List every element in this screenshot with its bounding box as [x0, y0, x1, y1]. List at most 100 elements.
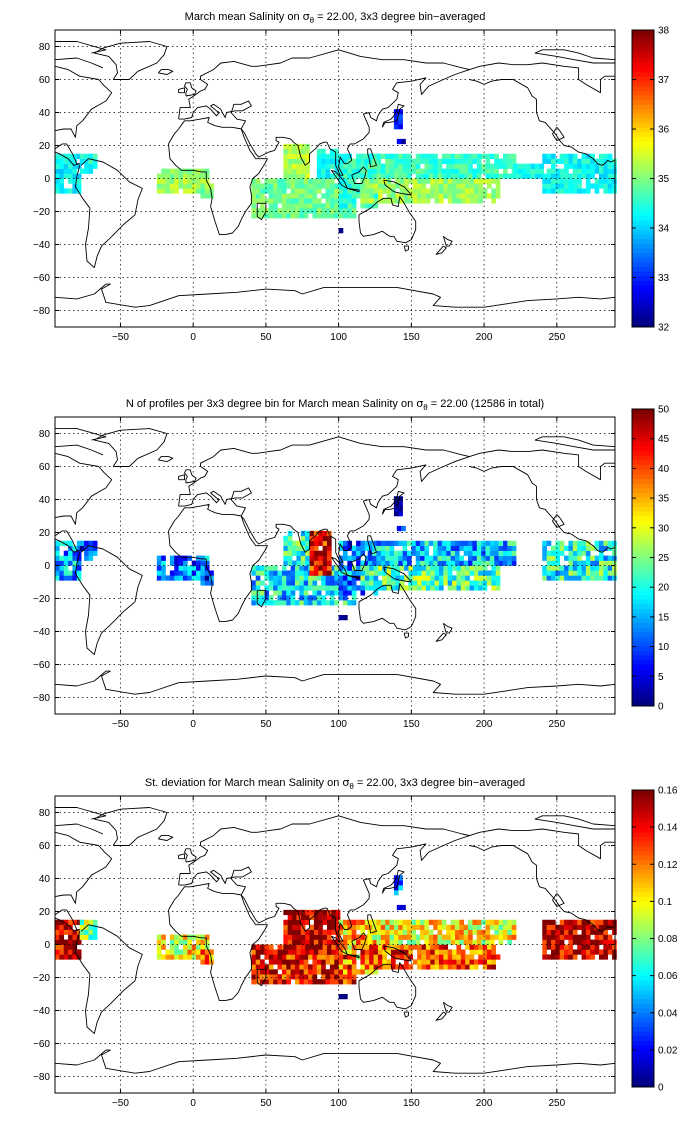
coastline — [184, 82, 197, 97]
y-tick-label: 60 — [39, 75, 51, 86]
bin-cell — [498, 540, 504, 546]
bin-cell — [156, 934, 162, 940]
bin-cell — [290, 969, 296, 975]
coastline — [552, 127, 565, 142]
colorbar-step — [632, 799, 654, 805]
bin-cell — [555, 939, 561, 945]
bin-cell — [338, 595, 344, 601]
bin-cell — [204, 188, 210, 194]
bin-cell — [478, 198, 483, 204]
bin-cell — [169, 575, 175, 581]
bin-cell — [318, 939, 323, 945]
bin-cell — [268, 193, 274, 199]
colorbar-tick-label: 40 — [658, 464, 670, 475]
bin-cell — [463, 929, 469, 935]
coastlines — [54, 41, 616, 308]
bin-cell — [404, 198, 409, 204]
bin-cell — [316, 168, 322, 174]
bin-cell — [351, 208, 357, 214]
bin-cell — [283, 545, 289, 551]
bin-cell — [369, 959, 374, 965]
colorbar-step — [632, 1003, 654, 1009]
bin-cell — [503, 560, 508, 566]
bin-cell — [376, 550, 382, 556]
colorbar-step — [632, 961, 654, 967]
bin-cell — [568, 924, 574, 930]
bin-cell — [327, 934, 332, 940]
bin-cell — [607, 939, 613, 945]
bin-cell — [424, 934, 430, 940]
bin-cell — [380, 153, 386, 159]
bin-cell — [380, 163, 386, 169]
bin-cell — [305, 535, 310, 542]
coastline — [351, 166, 367, 184]
bin-cell — [495, 178, 501, 184]
bin-cell — [325, 590, 331, 596]
bin-cell — [572, 565, 578, 571]
bin-cell — [594, 929, 600, 935]
bin-cell — [373, 580, 379, 586]
bin-cell — [325, 173, 331, 179]
bin-cell — [603, 555, 609, 561]
bin-cell — [386, 949, 392, 955]
bin-cell — [469, 944, 475, 950]
coastline — [367, 914, 377, 934]
y-tick-label: −40 — [33, 627, 50, 638]
colorbar-step — [632, 487, 654, 493]
bin-cell — [459, 939, 465, 945]
bin-cell — [312, 580, 318, 586]
bin-cell — [351, 969, 357, 975]
bin-cell — [585, 560, 591, 566]
coastline — [74, 545, 143, 656]
bin-cell — [356, 570, 361, 576]
bin-cell — [503, 550, 508, 556]
bin-cell — [417, 964, 422, 970]
bin-cell — [283, 939, 289, 945]
bin-cell — [343, 959, 348, 965]
bin-cell — [322, 565, 328, 571]
colorbar-step — [632, 599, 654, 605]
bin-cell — [59, 939, 65, 945]
colorbar-step — [632, 1012, 654, 1018]
bin-cell — [564, 575, 569, 581]
bin-cell — [318, 909, 323, 916]
bin-cell — [476, 545, 482, 551]
bin-cell — [491, 193, 497, 199]
bin-cell — [281, 964, 287, 970]
bin-cell — [251, 974, 257, 980]
bin-cell — [564, 924, 569, 930]
bin-cell — [439, 178, 444, 184]
colorbar-step — [632, 280, 654, 286]
bin-cell — [308, 183, 313, 189]
bin-cell — [455, 560, 460, 566]
bin-cell — [364, 585, 370, 591]
bin-cell — [452, 964, 457, 970]
bin-cell — [546, 555, 552, 561]
colorbar-tick-label: 0 — [658, 702, 664, 713]
colorbar-step — [632, 1073, 654, 1079]
bin-cell — [84, 545, 89, 551]
bin-cell — [376, 924, 382, 930]
y-tick-label: 20 — [39, 141, 51, 152]
bin-cell — [542, 178, 547, 184]
bin-cell — [393, 114, 399, 120]
bin-cell — [251, 188, 257, 194]
bin-cell — [165, 188, 171, 194]
bin-cell — [463, 924, 469, 930]
bin-cell — [196, 944, 201, 950]
bin-cell — [286, 969, 291, 975]
bin-cell — [585, 540, 591, 546]
bin-cell — [303, 959, 309, 965]
bin-cell — [156, 183, 162, 189]
bin-cell — [295, 959, 300, 965]
colorbar-step — [632, 71, 654, 77]
bin-cell — [472, 168, 478, 174]
bin-cell — [542, 929, 547, 935]
bin-cell — [329, 148, 335, 155]
bin-cell — [603, 924, 609, 930]
bin-cell — [318, 929, 323, 935]
bin-cell — [385, 163, 390, 169]
coastline — [54, 452, 113, 525]
bin-cell — [92, 919, 98, 925]
bin-cell — [321, 173, 326, 179]
